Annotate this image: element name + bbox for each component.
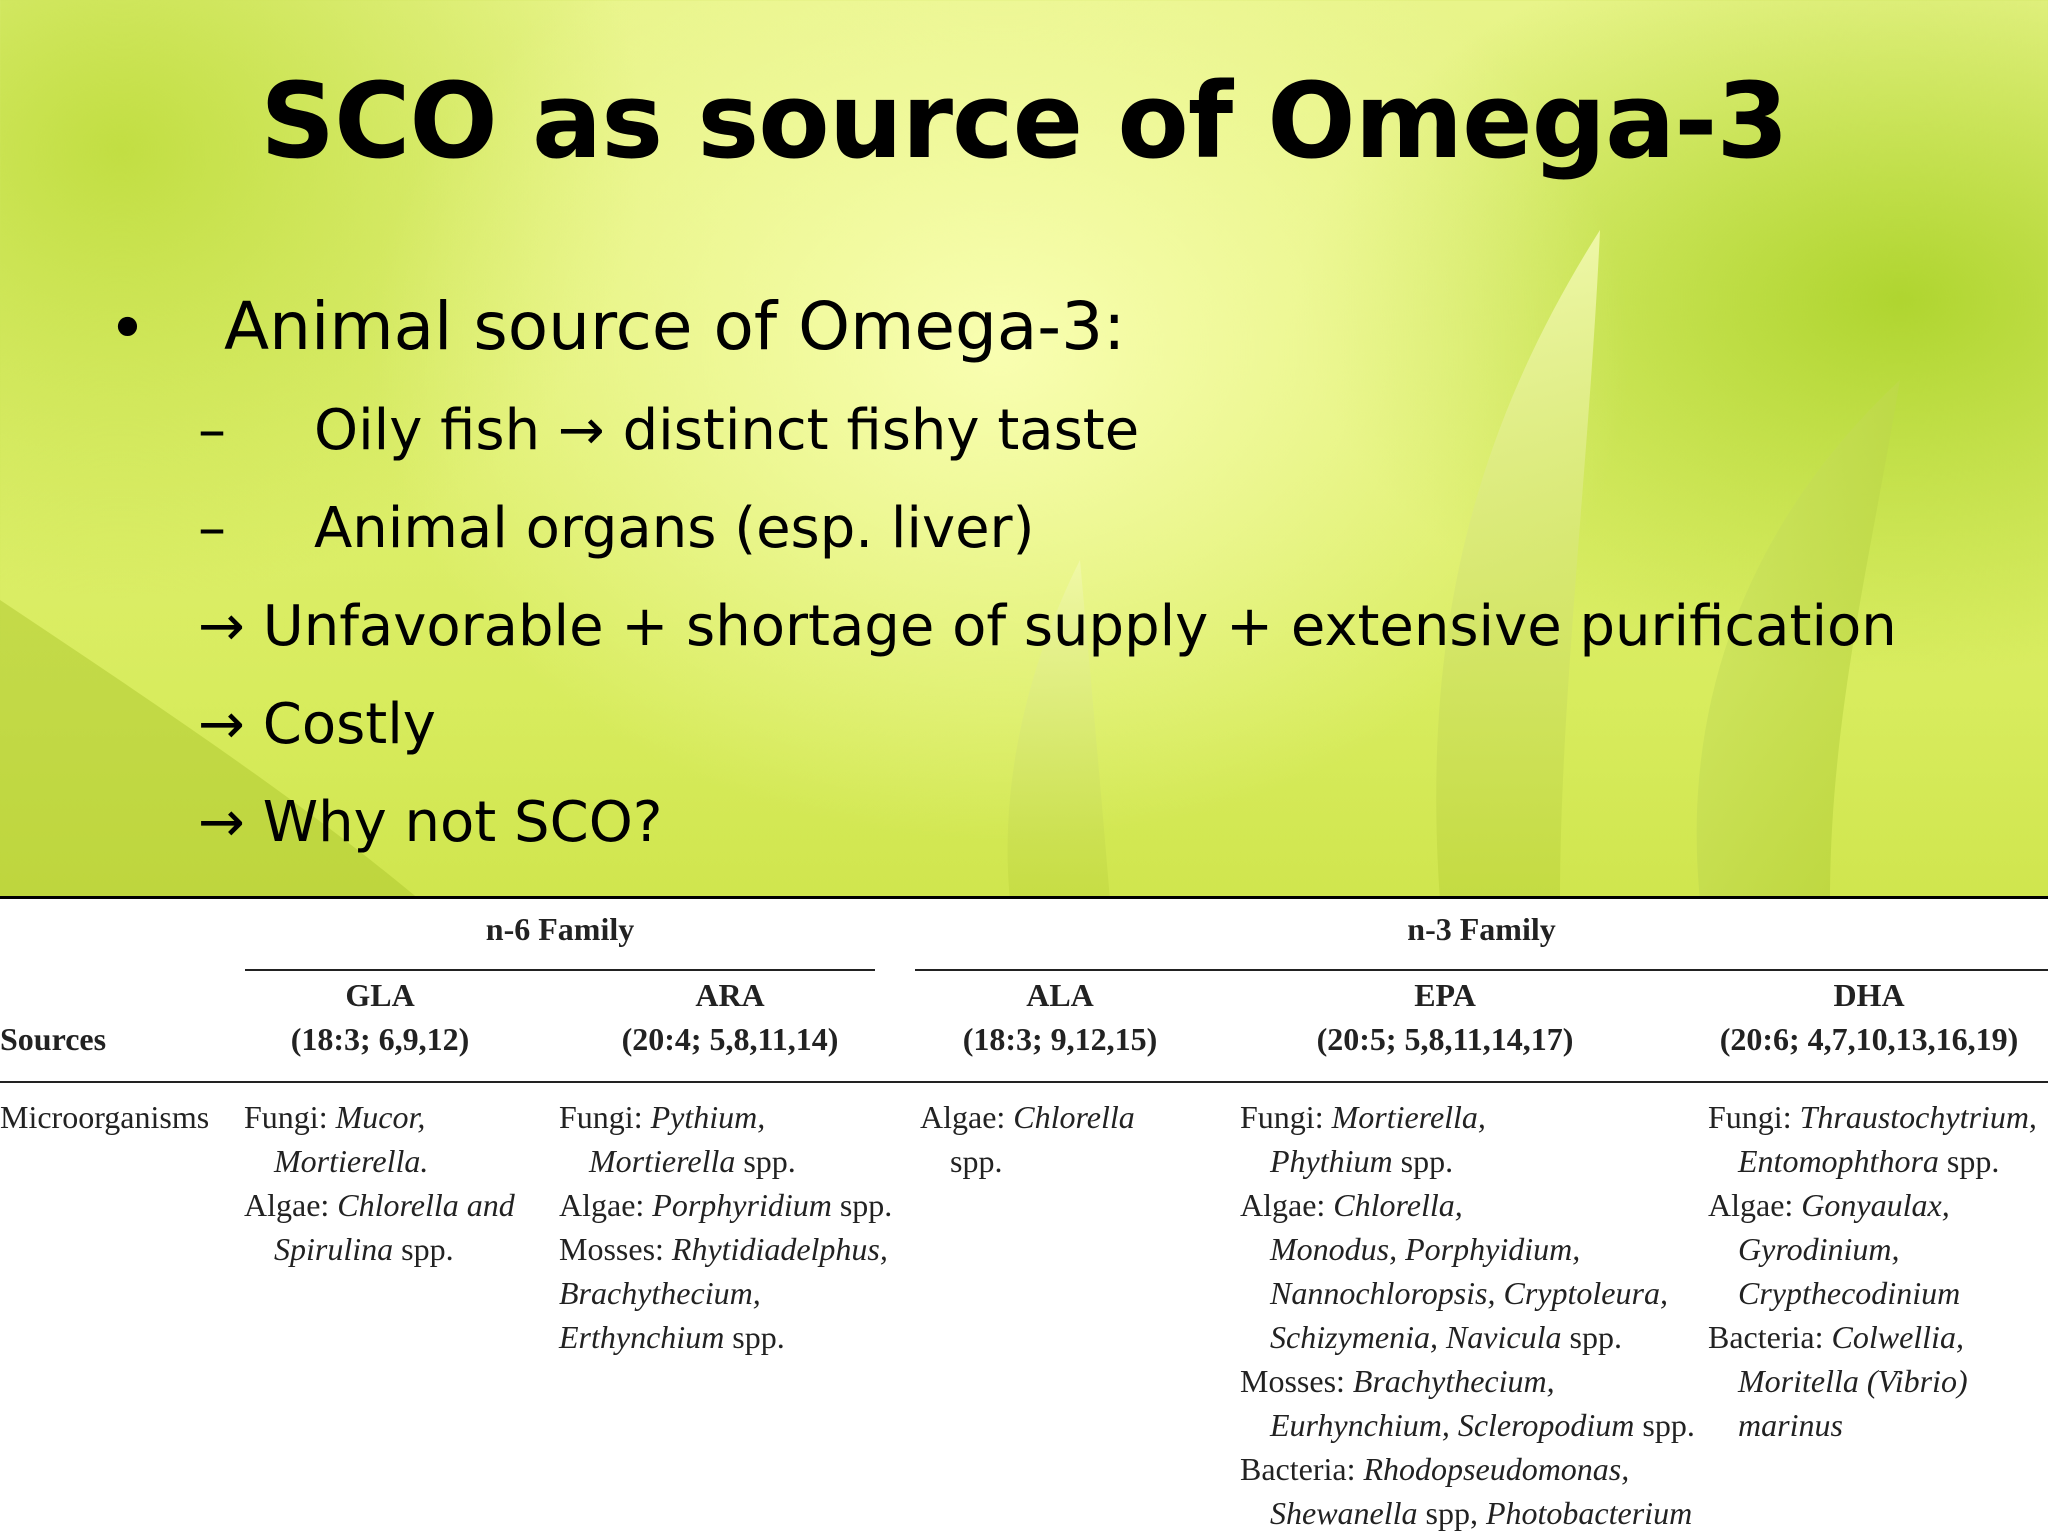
cell-ala: Algae: Chlorella spp. (920, 1099, 1135, 1179)
arrow-item: → Unfavorable + shortage of supply + ext… (198, 594, 1897, 659)
sources-header: Sources (0, 1021, 107, 1057)
cell-epa: Fungi: Mortierella, Phythium spp. Algae:… (1240, 1099, 1695, 1531)
sub-marker: – (198, 496, 226, 561)
col-ara-header: ARA (20:4; 5,8,11,14) (621, 977, 839, 1057)
col-gla-header: GLA (18:3; 6,9,12) (290, 977, 470, 1057)
header-bottom-rule (0, 1081, 2048, 1083)
sub-item: Animal organs (esp. liver) (314, 496, 1035, 561)
cell-gla: Fungi: Mucor, Mortierella. Algae: Chlore… (244, 1099, 515, 1267)
bullet-marker: • (108, 290, 147, 367)
cell-dha: Fungi: Thraustochytrium, Entomophthora s… (1708, 1099, 2037, 1443)
arrow-item: → Why not SCO? (198, 790, 663, 855)
family-n3-rule (915, 969, 2048, 971)
arrow-item: → Costly (198, 692, 436, 757)
sub-marker: – (198, 398, 226, 463)
family-n6-header: n-6 Family (485, 911, 635, 947)
omega-sources-table: n-6 Family n-3 Family Sources GLA (18:3;… (0, 896, 2048, 1539)
col-ala-header: ALA (18:3; 9,12,15) (962, 977, 1158, 1057)
family-n6-rule (245, 969, 875, 971)
bullet-list: • Animal source of Omega-3: – Oily fish … (108, 288, 1897, 855)
slide-title: SCO as source of Omega-3 (260, 60, 1789, 182)
sub-item: Oily fish → distinct fishy taste (314, 398, 1140, 463)
bullet-main-text: Animal source of Omega-3: (224, 288, 1126, 365)
cell-ara: Fungi: Pythium, Mortierella spp. Algae: … (559, 1099, 893, 1355)
family-n3-header: n-3 Family (1407, 911, 1556, 947)
col-epa-header: EPA (20:5; 5,8,11,14,17) (1316, 977, 1574, 1057)
col-dha-header: DHA (20:6; 4,7,10,13,16,19) (1719, 977, 2019, 1057)
row-label: Microorganisms (0, 1099, 210, 1135)
